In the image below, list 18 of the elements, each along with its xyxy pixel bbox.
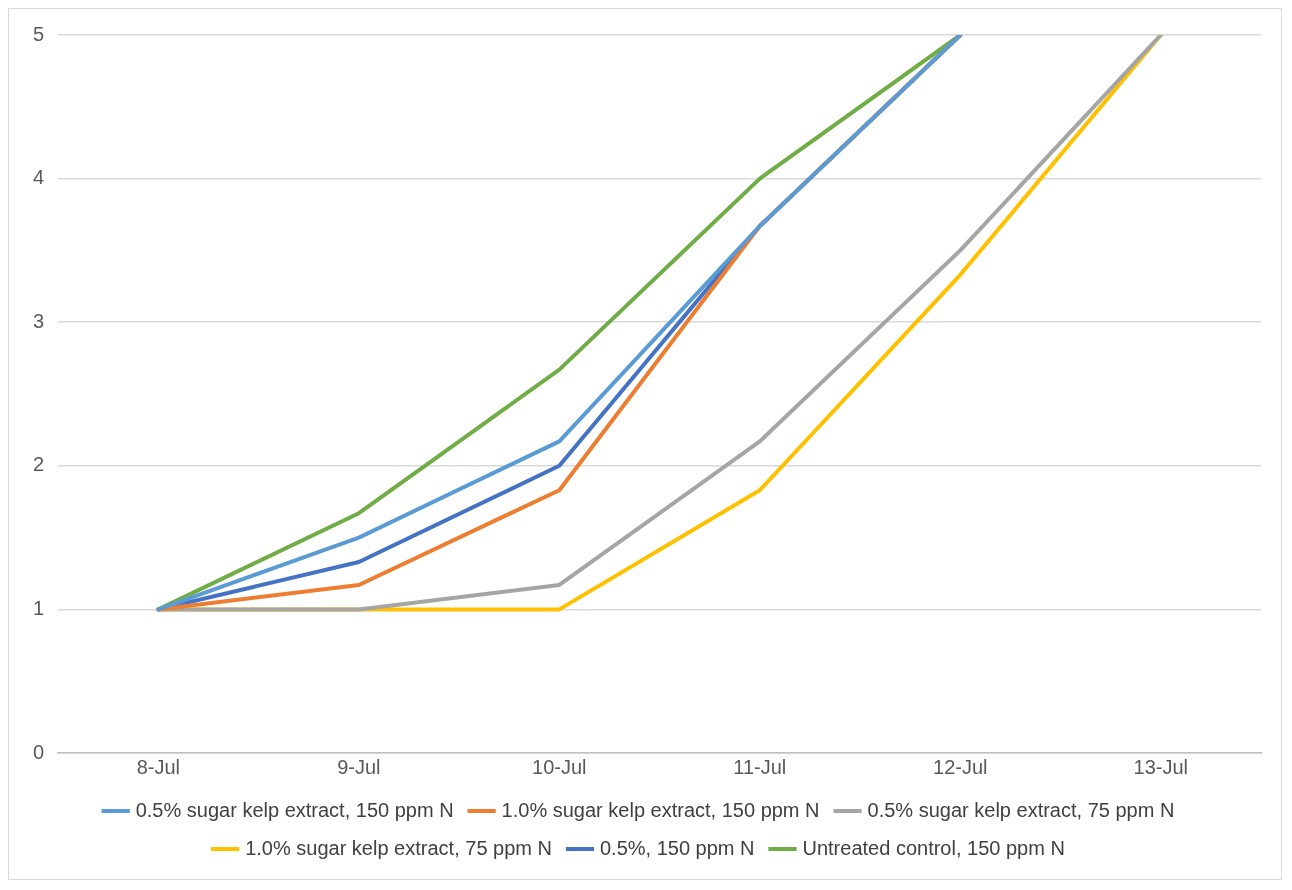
x-tick-label: 11-Jul — [733, 755, 787, 778]
x-tick-label: 9-Jul — [337, 755, 381, 778]
legend-label: 0.5%, 150 ppm N — [599, 836, 755, 859]
y-tick-label: 5 — [33, 22, 45, 45]
legend-label: Untreated control, 150 ppm N — [802, 836, 1065, 859]
legend-label: 1.0% sugar kelp extract, 75 ppm N — [245, 836, 552, 859]
x-tick-label: 13-Jul — [1133, 755, 1188, 778]
y-tick-label: 1 — [33, 596, 45, 619]
y-tick-label: 3 — [33, 309, 45, 332]
x-tick-label: 10-Jul — [532, 755, 587, 778]
x-tick-label: 12-Jul — [933, 755, 988, 778]
legend-label: 0.5% sugar kelp extract, 150 ppm N — [135, 798, 454, 821]
y-tick-label: 0 — [33, 740, 45, 763]
y-tick-label: 2 — [33, 453, 45, 476]
legend-label: 0.5% sugar kelp extract, 75 ppm N — [867, 798, 1175, 821]
legend-label: 1.0% sugar kelp extract, 150 ppm N — [501, 798, 820, 821]
x-tick-label: 8-Jul — [136, 755, 181, 778]
y-tick-label: 4 — [33, 166, 45, 189]
